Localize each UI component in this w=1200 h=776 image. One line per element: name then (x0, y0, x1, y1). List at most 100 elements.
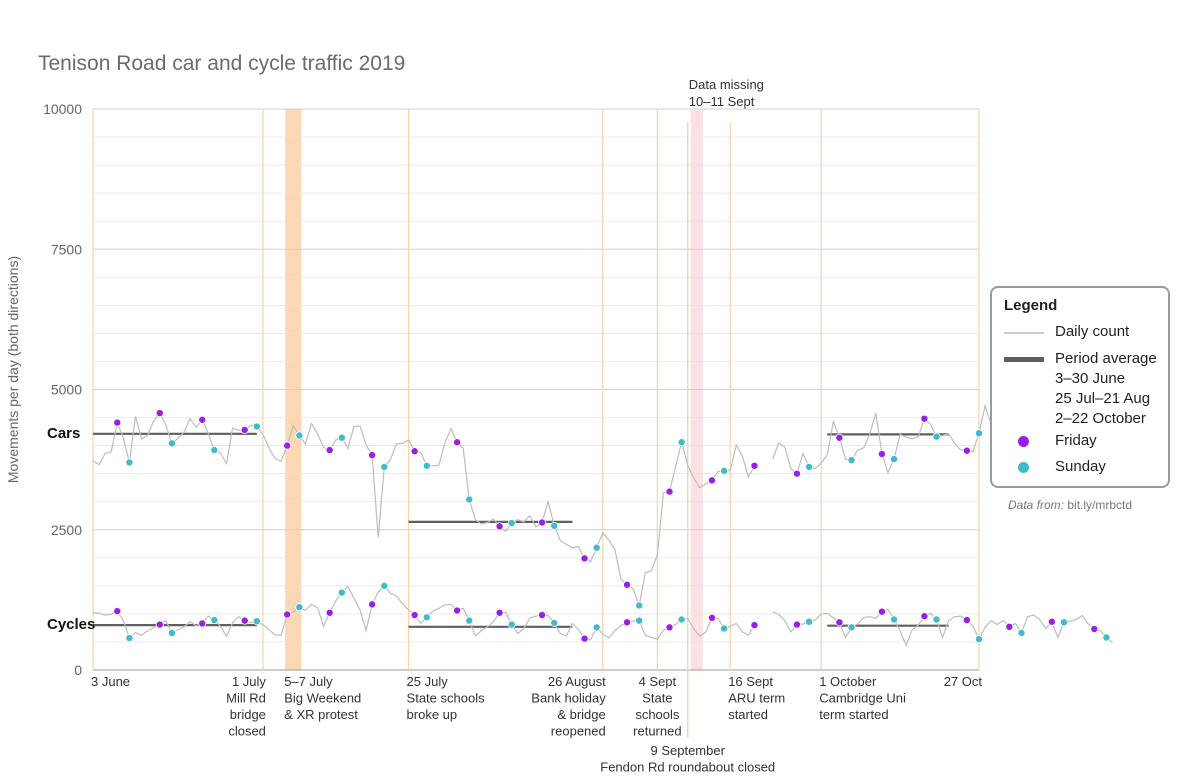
friday-point (1005, 622, 1014, 631)
legend-average-period-1: 3–30 June (1055, 370, 1126, 387)
legend-item-daily: Daily count (1004, 323, 1164, 343)
friday-point (325, 446, 334, 455)
sunday-point (1017, 628, 1026, 637)
event-label: started (728, 707, 768, 722)
friday-point (198, 415, 207, 424)
legend-friday-dot (1018, 436, 1029, 447)
friday-point (453, 438, 462, 447)
legend-sunday-dot (1018, 462, 1029, 473)
legend-average-swatch (1004, 357, 1044, 362)
event-label: 27 Oct (944, 674, 983, 689)
event-label: 16 Sept (728, 674, 773, 689)
sunday-point (465, 616, 474, 625)
sunday-point (380, 581, 389, 590)
period-average-lines (93, 432, 949, 628)
sunday-point (507, 519, 516, 528)
sunday-point (337, 433, 346, 442)
friday-point (835, 433, 844, 442)
sunday-point (422, 613, 431, 622)
event-label: broke up (407, 707, 458, 722)
sunday-point (635, 616, 644, 625)
friday-point (792, 469, 801, 478)
legend-item-average: Period average 3–30 June 25 Jul–21 Aug 2… (1004, 350, 1164, 430)
sunday-point (337, 588, 346, 597)
friday-point (623, 580, 632, 589)
legend-average-label: Period average (1055, 350, 1157, 367)
sunday-point (847, 456, 856, 465)
sunday-point (167, 628, 176, 637)
friday-point (283, 610, 292, 619)
sunday-point (210, 616, 219, 625)
source-prefix: Data from: (1008, 498, 1065, 512)
y-tick-label: 2500 (51, 522, 82, 538)
event-label: term started (819, 707, 888, 722)
event-label: State (642, 691, 672, 706)
friday-point (750, 621, 759, 630)
sunday-point (932, 432, 941, 441)
event-label: closed (228, 724, 266, 739)
legend-average-period-2: 25 Jul–21 Aug (1055, 390, 1151, 407)
y-tick-label: 0 (74, 662, 82, 678)
grid-layer (93, 108, 979, 671)
y-tick-label: 5000 (51, 382, 82, 398)
event-label: 9 September (650, 743, 725, 758)
sunday-point (1059, 618, 1068, 627)
event-label: 5–7 July (284, 674, 333, 689)
event-label: 1 July (232, 674, 266, 689)
missing-data-label: 10–11 Sept (689, 94, 755, 109)
friday-point (835, 618, 844, 627)
legend-sunday-label: Sunday (1055, 458, 1106, 475)
event-label: Big Weekend (284, 691, 361, 706)
legend-friday-label: Friday (1055, 432, 1097, 449)
friday-point (877, 450, 886, 459)
source-link[interactable]: bit.ly/mrbctd (1067, 498, 1133, 512)
sunday-point (975, 635, 984, 644)
sunday-point (550, 618, 559, 627)
event-label: 1 October (819, 674, 877, 689)
friday-point (707, 476, 716, 485)
friday-point (877, 607, 886, 616)
sunday-point (550, 521, 559, 530)
sunday-point (720, 466, 729, 475)
legend-average-period-3: 2–22 October (1055, 410, 1146, 427)
event-label: Cambridge Uni (819, 691, 906, 706)
event-label: 26 August (548, 674, 606, 689)
event-label: Bank holiday (531, 691, 606, 706)
sunday-point (720, 624, 729, 633)
friday-point (1090, 625, 1099, 634)
sunday-point (677, 438, 686, 447)
event-label: 3 June (91, 674, 130, 689)
sunday-point (975, 429, 984, 438)
friday-point (495, 608, 504, 617)
friday-point (623, 618, 632, 627)
sunday-point (167, 439, 176, 448)
sunday-point (252, 617, 261, 626)
sunday-point (380, 462, 389, 471)
sunday-point (295, 603, 304, 612)
friday-point (962, 446, 971, 455)
sunday-point (805, 617, 814, 626)
event-label: returned (633, 724, 681, 739)
event-label: & XR protest (284, 707, 358, 722)
legend-daily-label: Daily count (1055, 323, 1130, 340)
chart-text: 0 2500 5000 7500 10000 Movements per day (bot… (5, 77, 982, 775)
sunday-point (507, 620, 516, 629)
legend: Legend Daily count Period average 3–30 J… (990, 286, 1170, 488)
friday-point (410, 447, 419, 456)
event-label: 4 Sept (639, 674, 677, 689)
legend-daily-swatch (1004, 332, 1044, 334)
sunday-point (847, 623, 856, 632)
sunday-point (422, 461, 431, 470)
sunday-point (932, 615, 941, 624)
event-label: Fendon Rd roundabout closed (600, 760, 775, 775)
friday-point (707, 613, 716, 622)
friday-point (538, 518, 547, 527)
friday-point (538, 611, 547, 620)
friday-point (368, 600, 377, 609)
sunday-point (1102, 633, 1111, 642)
friday-point (283, 441, 292, 450)
data-source: Data from: bit.ly/mrbctd (1008, 498, 1132, 512)
sunday-point (805, 462, 814, 471)
series-label: Cycles (47, 616, 95, 633)
friday-point (113, 607, 122, 616)
